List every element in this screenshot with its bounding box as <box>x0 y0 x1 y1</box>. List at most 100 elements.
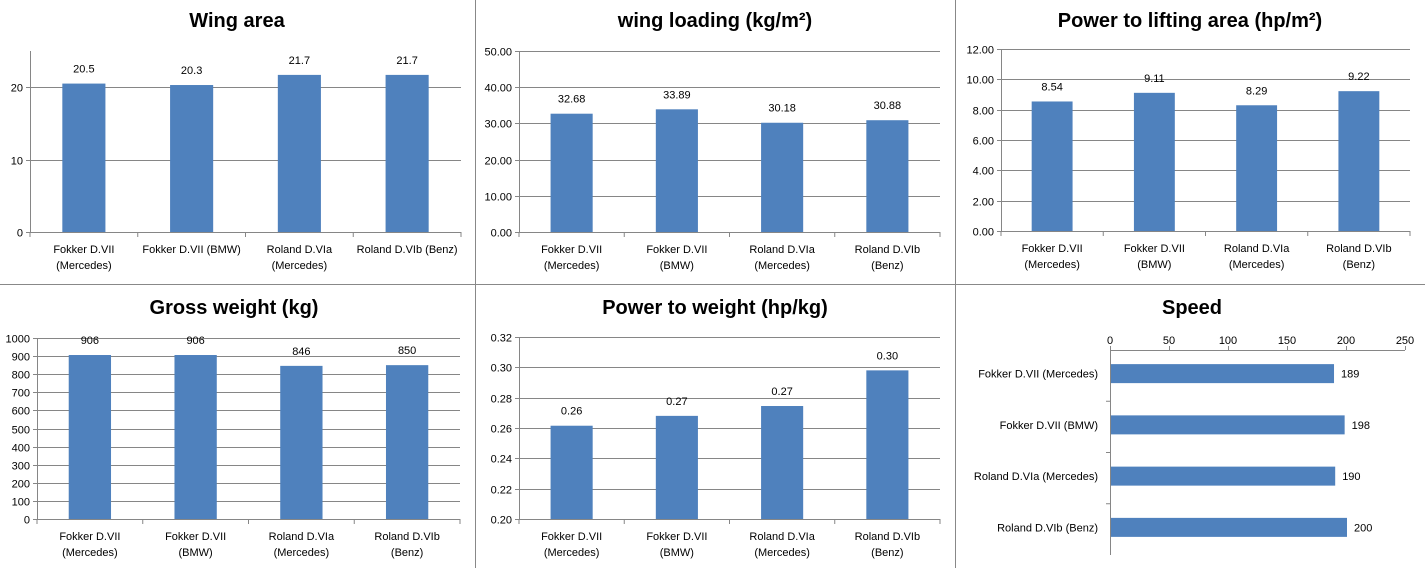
category-label-line: (Benz) <box>1343 259 1375 271</box>
category-label-line: Roland D.VIb <box>1326 243 1391 255</box>
chart-title: Wing area <box>189 10 285 32</box>
y-tick-label: 40.00 <box>484 83 512 95</box>
data-label: 200 <box>1354 522 1372 534</box>
bar <box>761 122 804 232</box>
category-label: Roland D.VIb (Benz) <box>357 244 458 256</box>
y-tick-label: 500 <box>12 425 30 437</box>
category-label-line: Roland D.VIa <box>269 531 335 543</box>
bar <box>1133 92 1175 231</box>
y-tick-label: 0.20 <box>491 515 512 527</box>
y-tick-label: 0 <box>24 515 30 527</box>
y-tick-label: 20.00 <box>484 156 512 168</box>
y-tick-label: 4.00 <box>973 166 994 178</box>
data-label: 30.18 <box>768 103 796 115</box>
bar <box>68 355 112 519</box>
data-label: 190 <box>1342 471 1360 483</box>
category-label-line: (Benz) <box>391 547 423 559</box>
category-label-line: Fokker D.VII <box>541 244 602 256</box>
x-tick-label: 250 <box>1396 335 1414 347</box>
bar <box>655 109 698 232</box>
chart-title: wing loading (kg/m²) <box>617 10 812 32</box>
category-label-line: (BMW) <box>660 260 694 272</box>
bar <box>280 365 323 519</box>
y-tick-label: 900 <box>12 352 30 364</box>
bar <box>1031 101 1073 231</box>
category-label: Fokker D.VII (Mercedes) <box>1022 243 1083 271</box>
data-label: 33.89 <box>663 89 691 101</box>
data-label: 850 <box>398 345 416 357</box>
category-label-line: (Mercedes) <box>754 547 810 559</box>
bar <box>174 355 217 519</box>
y-tick-label: 10 <box>11 156 23 168</box>
data-label: 0.26 <box>561 406 582 418</box>
category-label: Fokker D.VII (BMW) <box>142 244 240 256</box>
y-tick-label: 10.00 <box>484 192 512 204</box>
category-label-line: Fokker D.VII <box>53 244 114 256</box>
category-label-line: (Mercedes) <box>56 260 112 272</box>
category-label-line: (Mercedes) <box>754 260 810 272</box>
category-label-line: Fokker D.VII <box>165 531 226 543</box>
y-tick-label: 50.00 <box>484 47 512 59</box>
category-label-line: Roland D.VIa <box>749 531 815 543</box>
bar <box>385 365 429 519</box>
x-tick-label: 200 <box>1337 335 1355 347</box>
category-label-line: Roland D.VIa <box>749 244 815 256</box>
category-label: Roland D.VIb (Benz) <box>374 531 439 559</box>
data-label: 906 <box>81 335 99 347</box>
y-tick-label: 0.30 <box>491 363 512 375</box>
category-label: Fokker D.VII (Mercedes) <box>59 531 120 559</box>
category-label: Fokker D.VII (BMW) <box>646 531 707 559</box>
category-label: Roland D.VIb (Benz) <box>855 244 920 272</box>
category-label-line: (Mercedes) <box>544 547 600 559</box>
y-tick-label: 1000 <box>6 334 30 346</box>
data-label: 21.7 <box>396 55 417 67</box>
y-tick-label: 0.00 <box>491 228 512 240</box>
category-label-line: Roland D.VIb <box>374 531 439 543</box>
data-label: 0.27 <box>666 396 687 408</box>
bar <box>866 370 909 519</box>
category-label-line: Fokker D.VII <box>59 531 120 543</box>
bar <box>550 425 593 519</box>
y-tick-label: 8.00 <box>973 106 994 118</box>
y-tick-label: 300 <box>12 461 30 473</box>
category-label-line: Roland D.VIa <box>1224 243 1290 255</box>
data-label: 846 <box>292 346 310 358</box>
y-tick-label: 0.26 <box>491 424 512 436</box>
data-label: 21.7 <box>289 55 310 67</box>
category-label: Fokker D.VII (BMW) <box>165 531 226 559</box>
category-label-line: Fokker D.VII <box>1022 243 1083 255</box>
bar <box>170 85 214 232</box>
chart-5: Speed 0 50 100 150 200 250 189 Fokker D.VII (Mer… <box>974 297 1414 555</box>
category-label-line: (Mercedes) <box>544 260 600 272</box>
bar <box>62 83 106 232</box>
data-label: 32.68 <box>558 94 586 106</box>
category-label: Fokker D.VII (Mercedes) <box>541 531 602 559</box>
bar <box>866 120 909 232</box>
x-tick-label: 50 <box>1163 335 1175 347</box>
category-label: Fokker D.VII (BMW) <box>1124 243 1185 271</box>
bar <box>1111 364 1335 384</box>
chart-4: Power to weight (hp/kg) 0.20 0.22 0.24 0.26 0… <box>491 297 941 559</box>
bar <box>1111 415 1345 435</box>
category-label-line: Fokker D.VII <box>646 244 707 256</box>
category-label-line: (Benz) <box>871 547 903 559</box>
category-label-line: Fokker D.VII <box>541 531 602 543</box>
bar <box>1236 105 1278 231</box>
y-tick-label: 20 <box>11 83 23 95</box>
y-tick-label: 100 <box>12 497 30 509</box>
data-label: 30.88 <box>874 100 902 112</box>
category-label-line: (BMW) <box>660 547 694 559</box>
y-tick-label: 0.24 <box>491 454 512 466</box>
category-label: Roland D.VIa (Mercedes) <box>749 531 815 559</box>
category-label-line: Roland D.VIb <box>855 531 920 543</box>
bar <box>1111 517 1347 537</box>
category-label: Roland D.VIa (Mercedes) <box>974 471 1098 483</box>
y-tick-label: 600 <box>12 406 30 418</box>
data-label: 0.27 <box>771 386 792 398</box>
y-tick-label: 200 <box>12 479 30 491</box>
chart-3: Gross weight (kg) 0 100 200 300 400 500 600 700 8… <box>6 297 461 559</box>
bar <box>1111 466 1336 486</box>
category-label: Fokker D.VII (Mercedes) <box>53 244 114 272</box>
y-tick-label: 0.22 <box>491 485 512 497</box>
category-label: Roland D.VIa (Mercedes) <box>267 244 333 272</box>
